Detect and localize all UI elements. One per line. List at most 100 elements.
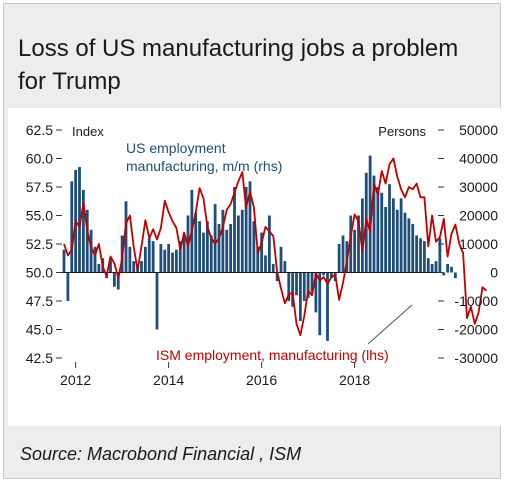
line-series-annotation: ISM employment, manufacturing (lhs): [156, 347, 389, 363]
bar: [143, 246, 147, 273]
bar: [233, 187, 236, 273]
bar: [248, 181, 252, 273]
bar: [287, 272, 291, 301]
bar: [298, 272, 302, 321]
left-axis-label: Index: [72, 124, 104, 139]
bar: [388, 184, 391, 273]
chart-title: Loss of US manufacturing jobs a problem …: [18, 35, 459, 95]
bar: [438, 238, 442, 273]
bar: [422, 241, 426, 273]
bar: [147, 238, 151, 273]
bar: [399, 198, 403, 273]
bar: [302, 272, 306, 301]
bar: [70, 181, 74, 273]
bar: [411, 224, 415, 273]
bar: [167, 244, 171, 273]
bar: [360, 198, 364, 273]
bar: [85, 209, 89, 273]
left-tick-label: 57.5: [26, 179, 53, 195]
line-series: [63, 157, 487, 337]
bar: [376, 187, 380, 273]
combo-chart: 62.5 60.0 57.5 55.0 52.5 50.0 47.5 45.0 42.5 5000…: [26, 122, 498, 388]
bar-series-annotation: manufacturing, m/m (rhs): [126, 158, 282, 174]
bar: [291, 272, 295, 307]
bar: [264, 255, 267, 273]
bar: [353, 229, 357, 273]
bar: [349, 215, 353, 273]
bar: [89, 229, 93, 273]
plot-panel: 62.5 60.0 57.5 55.0 52.5 50.0 47.5 45.0 42.5 5000…: [8, 108, 504, 426]
bar: [407, 218, 411, 273]
right-axis-label: Persons: [378, 124, 426, 139]
x-tick-label: 2014: [153, 372, 184, 388]
bar: [256, 246, 260, 273]
bar: [368, 155, 372, 273]
bar: [395, 209, 399, 273]
bar: [453, 272, 457, 279]
bar: [434, 261, 438, 273]
bar: [62, 249, 66, 273]
right-tick-label: 50000: [459, 122, 498, 138]
annotation-leader: [367, 304, 413, 345]
right-tick-label: 10000: [459, 236, 498, 252]
bar: [252, 221, 256, 273]
x-tick-label: 2016: [246, 372, 277, 388]
bar: [267, 215, 271, 273]
right-tick-label: -30000: [454, 350, 498, 366]
bar: [194, 212, 198, 273]
bar: [426, 258, 430, 273]
bar: [225, 229, 229, 273]
bar: [159, 244, 163, 273]
bar: [450, 266, 453, 273]
bar: [380, 192, 384, 273]
right-tick-label: 20000: [459, 208, 498, 224]
bar: [329, 272, 333, 279]
bar: [415, 235, 419, 273]
bar: [236, 215, 240, 273]
bar: [178, 241, 182, 273]
bar: [260, 232, 264, 273]
bar: [229, 224, 233, 273]
bar: [283, 261, 287, 273]
left-tick-label: 47.5: [26, 293, 53, 309]
bar: [279, 246, 283, 273]
bar: [314, 272, 318, 313]
bar: [384, 206, 388, 273]
bar: [326, 272, 329, 341]
bar: [419, 238, 422, 273]
bar: [155, 272, 159, 330]
right-tick-label: -20000: [454, 322, 498, 338]
left-tick-label: 42.5: [26, 350, 53, 366]
bar-series: [62, 155, 457, 341]
bar: [182, 235, 186, 273]
left-tick-label: 55.0: [26, 208, 53, 224]
bar: [306, 272, 310, 299]
bar: [128, 246, 132, 273]
bar: [112, 272, 116, 287]
bar: [322, 272, 326, 276]
left-tick-label: 45.0: [26, 322, 53, 338]
bar-series-annotation: US employment: [126, 140, 226, 156]
bar: [198, 221, 202, 273]
left-tick-label: 62.5: [26, 122, 53, 138]
bar: [205, 221, 209, 273]
bar: [116, 272, 120, 290]
bar: [171, 252, 174, 273]
bar: [430, 263, 434, 273]
annotations: US employment manufacturing, m/m (rhs) ISM…: [126, 140, 413, 363]
bar: [372, 175, 376, 273]
bar: [217, 224, 221, 273]
right-tick-label: 30000: [459, 179, 498, 195]
bar: [310, 272, 314, 293]
bar: [337, 244, 341, 273]
bar: [93, 246, 97, 273]
bar: [341, 235, 345, 273]
bar: [163, 249, 167, 273]
bar: [151, 241, 155, 273]
bar: [357, 215, 360, 273]
right-tick-label: 40000: [459, 151, 498, 167]
ism-line: [63, 157, 487, 337]
bar: [132, 261, 136, 273]
bar: [295, 272, 298, 296]
bar: [109, 258, 112, 273]
